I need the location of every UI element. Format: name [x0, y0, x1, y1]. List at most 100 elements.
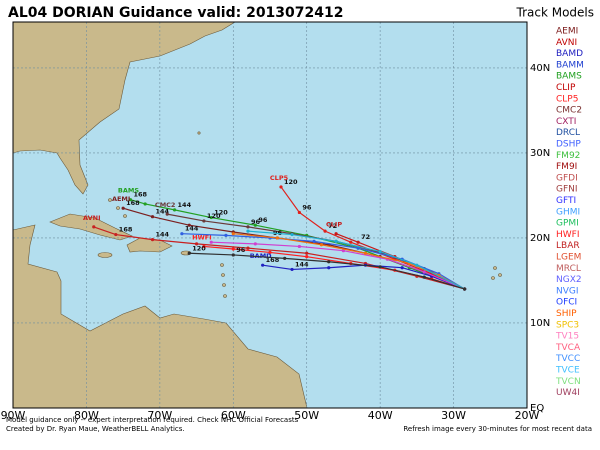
- legend-entry: NVGI: [556, 286, 579, 296]
- track-name: HWFI: [192, 233, 211, 241]
- track-point: [349, 240, 353, 244]
- track-point: [297, 244, 301, 249]
- legend-entry: SHIP: [556, 309, 577, 319]
- lon-label: 90W: [1, 409, 26, 422]
- forecast-hour: 96: [302, 203, 312, 211]
- track-point: [378, 249, 382, 254]
- title: AL04 DORIAN Guidance valid: 2013072412: [8, 5, 344, 21]
- legend-entry: CLIP: [556, 83, 576, 93]
- track-point: [283, 256, 287, 260]
- legend-entry: DSHP: [556, 140, 581, 150]
- track-point: [165, 212, 169, 216]
- track-name: CMC2: [155, 201, 176, 209]
- legend-entry: LBAR: [556, 241, 580, 251]
- legend-entry: GHMI: [556, 207, 580, 217]
- forecast-hour: 96: [251, 218, 261, 226]
- track-point: [341, 249, 346, 253]
- forecast-hour: 96: [258, 216, 268, 224]
- forecast-hour: 96: [236, 246, 246, 254]
- lon-label: 50W: [294, 409, 319, 422]
- track-point: [305, 255, 309, 259]
- track-point: [356, 246, 360, 250]
- legend-entry: BAMD: [556, 49, 583, 59]
- legend-entry: MRCL: [556, 264, 581, 274]
- forecast-hour: 144: [185, 225, 199, 233]
- legend-entry: UW4I: [556, 388, 580, 398]
- legend-entry: BAMM: [556, 60, 584, 70]
- legend-entry: GFTI: [556, 196, 576, 206]
- track-point: [231, 232, 235, 236]
- track-point: [92, 225, 96, 229]
- track-point: [356, 240, 360, 244]
- legend-entry: TV15: [555, 332, 579, 342]
- legend-entry: CLP5: [556, 94, 578, 104]
- legend-entry: TVCE: [555, 366, 580, 376]
- track-point: [378, 265, 382, 269]
- legend-entry: HWFI: [556, 230, 580, 240]
- track-point: [312, 239, 316, 243]
- legend-entry: CMC2: [556, 106, 582, 116]
- forecast-hour: 120: [207, 212, 221, 220]
- footer-credit: Created by Dr. Ryan Maue, WeatherBELL An…: [6, 425, 185, 433]
- track-point: [143, 202, 147, 206]
- track-point: [253, 223, 257, 227]
- legend-entry: TVCC: [555, 354, 580, 364]
- track-point: [150, 238, 155, 242]
- legend-entry: NGX2: [556, 275, 582, 285]
- map-border: [12, 21, 528, 409]
- legend-entry: GPMI: [556, 219, 579, 229]
- legend-entry: FM9I: [556, 162, 577, 172]
- legend-entry: CXTI: [556, 117, 576, 127]
- forecast-hour: 144: [156, 231, 170, 239]
- footer-note: Model guidance only -- expert interpreta…: [6, 416, 299, 424]
- lat-label: 10N: [530, 318, 550, 329]
- forecast-hour: 120: [214, 209, 228, 217]
- track-point: [261, 263, 265, 267]
- legend-entry: TVCA: [555, 343, 581, 353]
- track-point: [231, 253, 235, 257]
- track-point: [290, 267, 294, 272]
- lon-label: 40W: [368, 409, 393, 422]
- track-point: [422, 270, 426, 274]
- forecast-hour: 144: [295, 260, 309, 268]
- track-name: AEMI: [112, 195, 130, 203]
- tracks: 1209672CLP572CLIP16814412096BAMS168144AE…: [83, 174, 467, 291]
- track-name: AVNI: [83, 214, 100, 222]
- track-point: [246, 246, 250, 250]
- track-point: [290, 232, 294, 237]
- track-point: [224, 233, 228, 238]
- legend-entry: SPC3: [556, 320, 579, 330]
- legend-entry: FM92: [556, 151, 580, 161]
- forecast-hour: 168: [119, 226, 133, 234]
- legend-title: Track Models: [516, 6, 595, 20]
- legend-entry: OFCI: [556, 298, 577, 308]
- track-point: [202, 219, 206, 223]
- lat-label: 40N: [530, 63, 550, 74]
- track-point: [180, 232, 184, 236]
- legend-entry: BAMS: [556, 72, 582, 82]
- forecast-hour: 168: [133, 191, 147, 199]
- legend-entry: GFNI: [556, 185, 578, 195]
- track-point: [415, 263, 419, 267]
- lon-label: 30W: [441, 409, 466, 422]
- track-point: [327, 260, 331, 264]
- track-point: [319, 243, 323, 247]
- track-name: BAMS: [118, 187, 139, 195]
- forecast-hour: 144: [156, 208, 170, 216]
- track-point: [334, 239, 338, 243]
- forecast-hour: 168: [126, 199, 140, 207]
- footer-refresh: Refresh image every 30-minutes for most …: [403, 425, 592, 433]
- forecast-hour: 72: [361, 233, 370, 241]
- track-name: BAMD: [250, 252, 272, 260]
- lat-label: EQ: [530, 403, 544, 414]
- track-line: [247, 230, 465, 290]
- lon-label: 60W: [221, 409, 246, 422]
- legend-entry: GFDI: [556, 173, 578, 183]
- track-point: [187, 251, 191, 255]
- track-point: [209, 215, 213, 220]
- track-point: [305, 251, 309, 255]
- lon-label: 20W: [515, 409, 540, 422]
- lon-label: 70W: [147, 409, 172, 422]
- lat-label: 20N: [530, 233, 550, 244]
